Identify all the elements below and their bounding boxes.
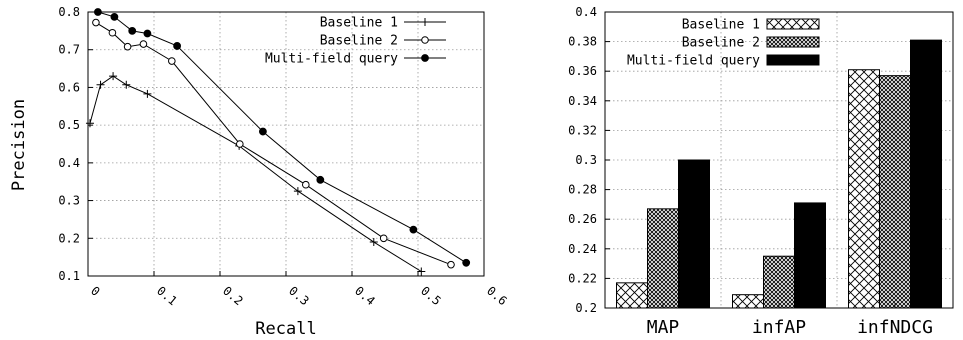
- line-chart-x-tick-label: 0.4: [352, 284, 378, 309]
- bar-chart-y-tick-label: 0.4: [575, 5, 597, 19]
- line-chart-x-tick-label: 0.5: [418, 284, 444, 309]
- line-series-point: [123, 42, 132, 51]
- line-series-point: [128, 26, 137, 35]
- bar-legend-swatch: [766, 54, 820, 66]
- line-chart-y-tick-label: 0.2: [58, 231, 80, 245]
- bar-chart-y-tick-label: 0.34: [568, 94, 597, 108]
- line-series-point: [143, 29, 152, 38]
- bar-infndcg-series-3: [910, 39, 942, 309]
- line-chart-grid: [88, 12, 484, 276]
- bar-category-label: infAP: [752, 317, 806, 338]
- bar-chart-y-tick-label: 0.32: [568, 123, 597, 137]
- bar-category-label: MAP: [647, 317, 680, 338]
- precision-recall-chart: 0.10.20.30.40.50.60.70.8 0 0.1 0.2 0.3 0.4 0.…: [9, 5, 510, 339]
- line-series-point: [110, 13, 119, 21]
- bar-infndcg-series-2: [879, 75, 911, 309]
- bar-chart-y-tick-label: 0.3: [575, 153, 597, 167]
- line-series-point: [259, 127, 267, 136]
- bar-infap-series-1: [732, 294, 764, 309]
- metrics-bar-chart: 0.2 0.22 0.24 0.26 0.28 0.3 0.32 0.34 0.36 0.38 0.…: [568, 5, 954, 338]
- bar-chart-y-ticks: 0.2 0.22 0.24 0.26 0.28 0.3 0.32 0.34 0.36 0.38 0.…: [568, 5, 610, 315]
- bar-infap-series-3: [794, 202, 826, 309]
- line-series-point: [369, 238, 378, 247]
- bar-category-label: infNDCG: [857, 317, 933, 338]
- line-chart-y-tick-label: 0.4: [58, 156, 80, 170]
- bar-legend-swatch: [766, 36, 820, 48]
- bar-legend-swatch: [766, 18, 820, 30]
- line-series-point: [316, 175, 325, 184]
- line-series-point: [92, 18, 100, 27]
- line-series-3: [94, 8, 471, 267]
- line-chart-x-tick-label: 0.1: [154, 284, 180, 309]
- line-series-point: [409, 225, 418, 234]
- bar-chart-categories: MAP infAP infNDCG: [647, 303, 933, 338]
- line-legend-marker: [421, 36, 429, 44]
- line-series-point: [168, 57, 176, 65]
- line-chart-x-axis-label: Recall: [255, 319, 316, 339]
- line-legend-label: Baseline 2: [320, 34, 398, 49]
- line-series-2: [92, 18, 455, 269]
- line-legend-marker: [421, 54, 429, 62]
- line-series-point: [173, 42, 182, 50]
- bar-infndcg-series-1: [848, 69, 880, 309]
- bar-infap-series-2: [763, 255, 795, 309]
- line-chart-y-tick-label: 0.7: [58, 43, 80, 57]
- line-series-point: [122, 80, 131, 89]
- line-chart-x-tick-label: 0.3: [286, 284, 312, 309]
- bar-legend-label: Baseline 1: [682, 18, 760, 33]
- bar-legend-label: Multi-field query: [627, 54, 760, 69]
- line-series-point: [96, 80, 105, 89]
- line-series-point: [143, 89, 152, 98]
- line-series-point: [139, 40, 148, 48]
- bar-chart-legend: Baseline 1 Baseline 2 Multi-field query: [627, 18, 820, 69]
- line-series-point: [462, 258, 471, 267]
- line-chart-y-tick-label: 0.8: [58, 5, 80, 19]
- bar-chart-y-tick-label: 0.22: [568, 271, 597, 285]
- line-chart-y-axis-label: Precision: [9, 99, 29, 191]
- bar-map-series-1: [616, 282, 648, 309]
- bar-chart-bars: [616, 39, 942, 309]
- bar-map-series-3: [678, 159, 710, 309]
- bar-chart-y-tick-label: 0.28: [568, 183, 597, 197]
- line-series-point: [109, 72, 118, 81]
- line-series-point: [293, 187, 302, 196]
- bar-chart-grid: [605, 12, 953, 308]
- line-chart-x-ticks: 0 0.1 0.2 0.3 0.4 0.5 0.6: [87, 271, 510, 309]
- line-chart-x-tick-label: 0.2: [220, 284, 246, 309]
- bar-chart-y-tick-label: 0.24: [568, 242, 597, 256]
- line-chart-x-tick-label: 0.6: [484, 284, 510, 309]
- line-legend-marker: [421, 18, 429, 26]
- line-chart-y-tick-label: 0.6: [58, 80, 80, 94]
- line-chart-y-ticks: 0.1 0.2 0.3 0.4 0.5 0.6 0.7 0.8: [58, 5, 93, 283]
- line-chart-y-tick-label: 0.5: [58, 118, 80, 132]
- bar-map-series-2: [647, 208, 679, 309]
- line-series-point: [302, 180, 310, 189]
- line-chart-legend: Baseline 1 Baseline 2 Multi-field query: [265, 16, 446, 67]
- line-series-point: [379, 234, 388, 243]
- bar-chart-y-tick-label: 0.2: [575, 301, 597, 315]
- line-series-point: [236, 140, 244, 148]
- bar-chart-y-tick-label: 0.38: [568, 35, 597, 49]
- bar-legend-label: Baseline 2: [682, 36, 760, 51]
- line-chart-y-tick-label: 0.1: [58, 269, 80, 283]
- line-series-point: [108, 28, 117, 37]
- line-series-point: [85, 119, 94, 128]
- line-series-point: [417, 267, 426, 276]
- line-series-point: [447, 260, 455, 269]
- line-legend-label: Multi-field query: [265, 52, 398, 67]
- line-chart-series: [85, 8, 471, 276]
- line-chart-y-tick-label: 0.3: [58, 194, 80, 208]
- line-series-1: [85, 72, 426, 276]
- line-legend-label: Baseline 1: [320, 16, 398, 31]
- line-chart-x-tick-label: 0: [88, 284, 103, 299]
- bar-chart-y-tick-label: 0.36: [568, 64, 597, 78]
- bar-chart-y-tick-label: 0.26: [568, 212, 597, 226]
